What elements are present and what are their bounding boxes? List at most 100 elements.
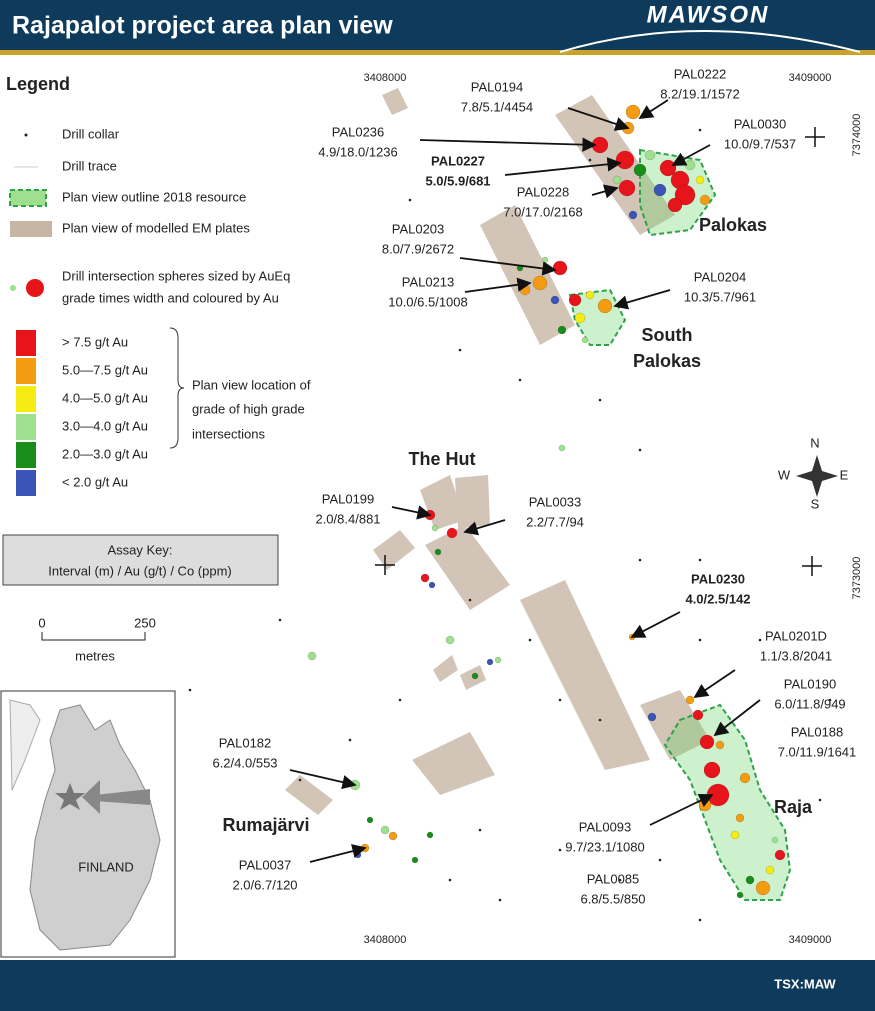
sphere bbox=[581, 336, 589, 344]
assay-key-box bbox=[2, 534, 279, 586]
sphere bbox=[647, 712, 657, 722]
sphere bbox=[730, 830, 740, 840]
drill-id: PAL0030 bbox=[734, 116, 787, 131]
drill-values: 1.1/3.8/2041 bbox=[760, 648, 832, 663]
sphere bbox=[568, 293, 582, 307]
leader-arrow bbox=[649, 794, 714, 826]
area-label: Rumajärvi bbox=[222, 815, 309, 835]
sphere bbox=[692, 709, 704, 721]
drill-values: 10.0/9.7/537 bbox=[724, 136, 796, 151]
grade-note: intersections bbox=[192, 426, 265, 441]
sphere bbox=[380, 825, 390, 835]
grade-note: Plan view location of bbox=[192, 377, 311, 392]
grade-label: 4.0—5.0 g/t Au bbox=[62, 390, 148, 405]
coord-label: 7374000 bbox=[851, 114, 863, 157]
drill-id: PAL0190 bbox=[784, 676, 837, 691]
sphere bbox=[558, 444, 566, 452]
grid-crosses bbox=[375, 127, 825, 576]
drill-collar bbox=[188, 688, 192, 692]
sphere bbox=[434, 548, 442, 556]
sphere bbox=[307, 651, 317, 661]
legend-item: Drill collar bbox=[62, 126, 120, 141]
sphere bbox=[715, 740, 725, 750]
leader-arrow bbox=[391, 505, 432, 520]
leader-arrow bbox=[630, 611, 681, 638]
drill-id: PAL0222 bbox=[674, 66, 727, 81]
sphere bbox=[428, 581, 436, 589]
coord-label: 3409000 bbox=[789, 72, 832, 84]
drill-collar bbox=[278, 618, 282, 622]
leader-arrow bbox=[638, 99, 669, 119]
sphere bbox=[745, 875, 755, 885]
drill-collar bbox=[298, 778, 302, 782]
area-label: Palokas bbox=[699, 215, 767, 235]
grade-label: > 7.5 g/t Au bbox=[62, 334, 128, 349]
sphere bbox=[625, 104, 641, 120]
grade-note: grade of high grade bbox=[192, 401, 305, 416]
sphere bbox=[426, 831, 434, 839]
drill-collar bbox=[658, 858, 662, 862]
grade-label: < 2.0 g/t Au bbox=[62, 474, 128, 489]
grade-label: 2.0—3.0 g/t Au bbox=[62, 446, 148, 461]
grade-swatch bbox=[16, 442, 36, 468]
sphere bbox=[695, 175, 705, 185]
sphere bbox=[774, 849, 786, 861]
drill-id: PAL0182 bbox=[219, 735, 272, 750]
sphere bbox=[618, 179, 636, 197]
grade-label: 5.0—7.5 g/t Au bbox=[62, 362, 148, 377]
logo-swoosh bbox=[559, 30, 861, 53]
sphere bbox=[366, 816, 374, 824]
sphere bbox=[552, 260, 568, 276]
leader-arrow bbox=[419, 137, 597, 152]
grade-swatch bbox=[16, 386, 36, 412]
sphere bbox=[703, 761, 721, 779]
inset-map: FINLAND bbox=[0, 690, 176, 958]
drill-id: PAL0204 bbox=[694, 269, 747, 284]
drill-values: 7.0/11.9/1641 bbox=[778, 744, 857, 759]
drill-id: PAL0188 bbox=[791, 724, 844, 739]
drill-collar bbox=[588, 158, 592, 162]
sphere bbox=[612, 175, 622, 185]
sphere bbox=[445, 635, 455, 645]
legend-item: Plan view outline 2018 resource bbox=[62, 189, 246, 204]
sphere bbox=[736, 891, 744, 899]
drill-values: 6.2/4.0/553 bbox=[212, 755, 277, 770]
sphere bbox=[633, 163, 647, 177]
drill-id: PAL0199 bbox=[322, 491, 375, 506]
sphere bbox=[354, 851, 362, 859]
drill-values: 2.2/7.7/94 bbox=[526, 514, 584, 529]
sphere bbox=[771, 836, 779, 844]
coord-label: 7373000 bbox=[851, 557, 863, 600]
drill-collar bbox=[758, 638, 762, 642]
footer-bar bbox=[0, 960, 875, 1011]
drill-values: 4.0/2.5/142 bbox=[685, 591, 750, 606]
coord-label: 3408000 bbox=[364, 934, 407, 946]
drill-values: 7.0/17.0/2168 bbox=[503, 204, 583, 219]
drill-collar bbox=[828, 698, 832, 702]
drill-id: PAL0227 bbox=[431, 153, 485, 168]
sphere bbox=[494, 656, 502, 664]
drill-collar bbox=[458, 348, 462, 352]
legend-item: Drill intersection spheres sized by AuEq bbox=[62, 268, 290, 283]
grade-swatch bbox=[16, 330, 36, 356]
sphere bbox=[644, 149, 656, 161]
inset-label: FINLAND bbox=[78, 859, 134, 874]
drill-collar bbox=[618, 878, 622, 882]
drill-values: 10.3/5.7/961 bbox=[684, 289, 756, 304]
assay-key: Assay Key: bbox=[107, 542, 172, 557]
drill-collar bbox=[698, 128, 702, 132]
leader-arrow bbox=[671, 144, 711, 166]
drill-values: 2.0/6.7/120 bbox=[232, 877, 297, 892]
drill-collar bbox=[558, 698, 562, 702]
drill-collar bbox=[478, 828, 482, 832]
sphere bbox=[699, 734, 715, 750]
compass: N S W E bbox=[778, 435, 849, 511]
drill-collar bbox=[398, 698, 402, 702]
leader-arrow bbox=[591, 184, 619, 199]
drill-id: PAL0201D bbox=[765, 628, 827, 643]
sphere bbox=[735, 813, 745, 823]
area-label: South bbox=[642, 325, 693, 345]
sphere bbox=[653, 183, 667, 197]
sphere bbox=[446, 527, 458, 539]
drill-values: 5.0/5.9/681 bbox=[425, 173, 490, 188]
